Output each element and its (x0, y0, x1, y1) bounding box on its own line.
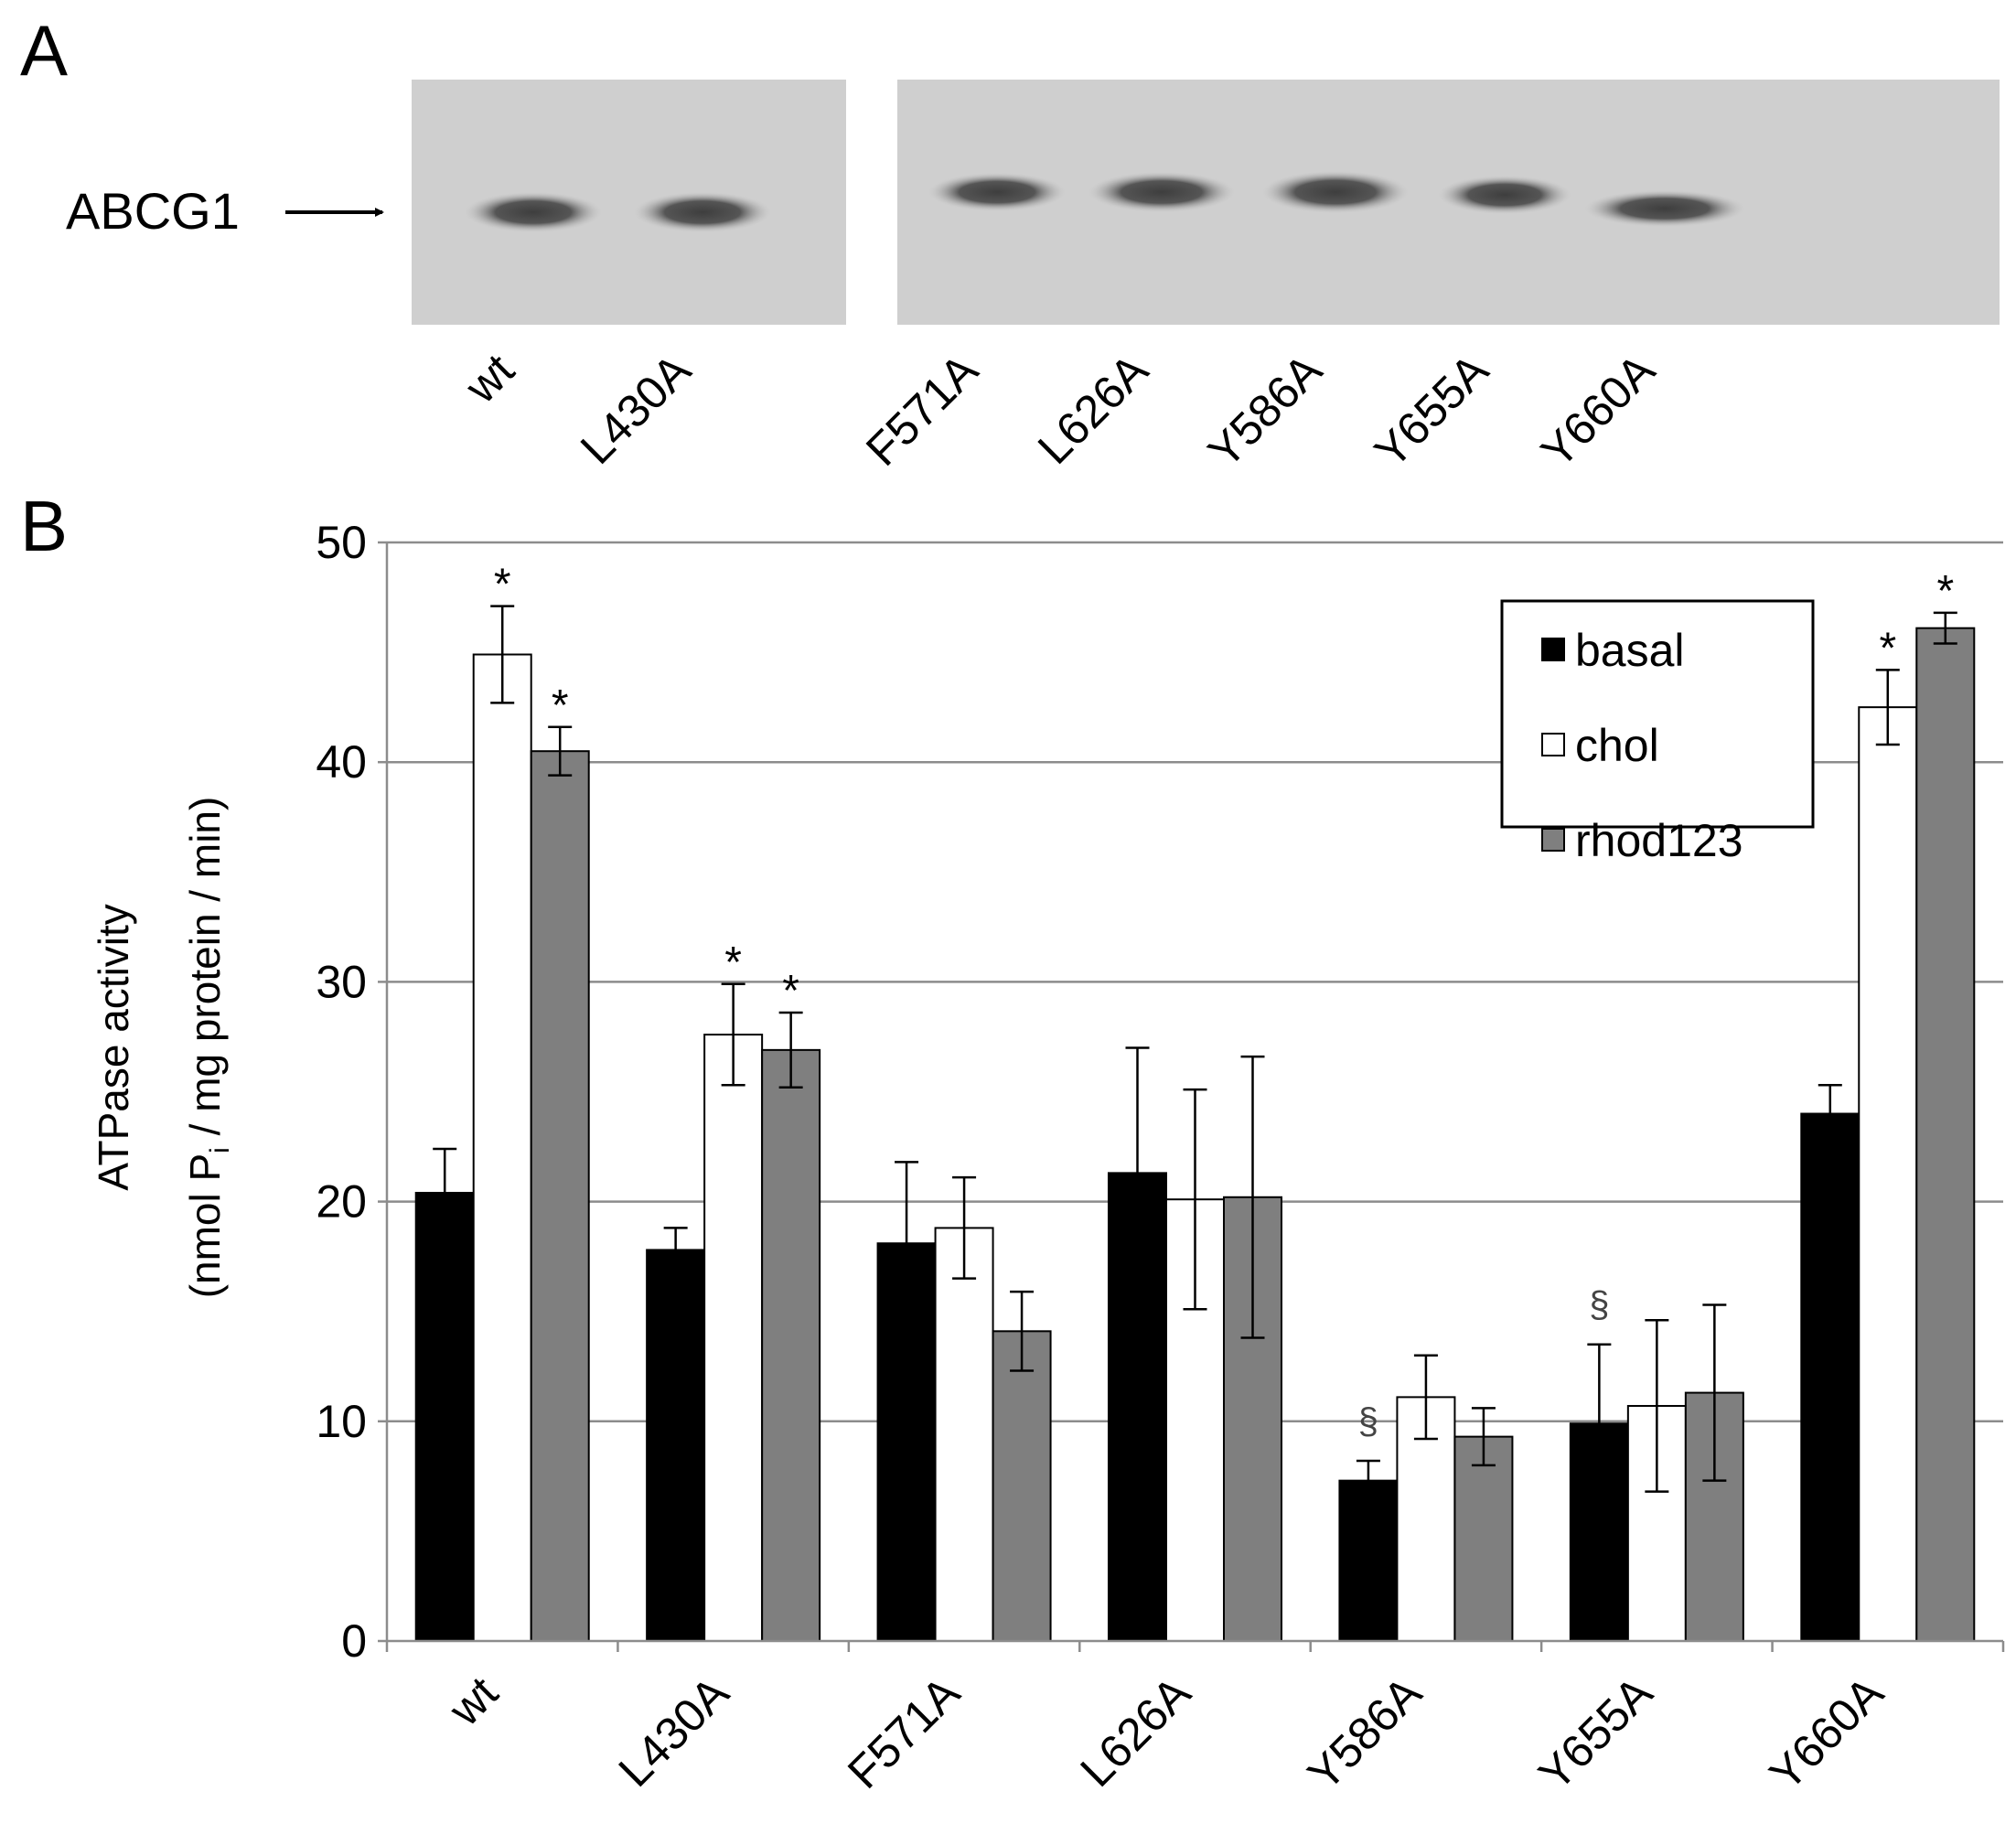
bar-rhod123-wt (530, 750, 590, 1642)
y-axis-title-line2: (nmol Pi / mg protein / min) (181, 797, 235, 1299)
x-tick-label: wt (438, 1667, 508, 1736)
blot-band-Y660A (1584, 190, 1745, 227)
significance-mark: * (1936, 567, 1954, 616)
x-tick-label: Y660A (1760, 1667, 1893, 1800)
significance-mark: * (724, 939, 742, 987)
blot-band-Y655A (1438, 176, 1571, 214)
y-axis-subtitle: (nmol Pi / mg protein / min) (181, 797, 235, 1299)
bar-basal-Y586A (1338, 1479, 1399, 1643)
lane-label: L626A (1028, 344, 1158, 474)
y-axis-title-line1: ATPase activity (90, 904, 137, 1191)
blot-bands (465, 171, 1745, 232)
significance-marks: * * * * § § * * (494, 561, 1954, 1442)
legend-label-basal: basal (1575, 625, 1685, 676)
panel-a-label: A (20, 10, 68, 91)
bar-rhod123-Y586A (1453, 1435, 1514, 1643)
blot-band-F571A (928, 173, 1066, 211)
lane-label: wt (455, 344, 524, 413)
legend-swatch-chol (1541, 733, 1565, 756)
y-tick-label: 20 (316, 1176, 367, 1228)
error-bars (433, 605, 1957, 1504)
bar-basal-Y660A (1800, 1112, 1861, 1642)
y-tick-labels: 0 10 20 30 40 50 (316, 517, 367, 1667)
legend: basal chol rhod123 (1500, 599, 1815, 866)
x-tick-label: F571A (838, 1667, 970, 1798)
legend-items: basal chol rhod123 (1541, 625, 1743, 866)
x-tick-label: L430A (609, 1667, 739, 1797)
x-tick-labels: wt L430A F571A L626A Y586A Y655A Y660A (438, 1667, 1893, 1800)
y-axis-unit-pre: (nmol P (181, 1153, 229, 1298)
significance-mark: * (494, 561, 511, 609)
x-tick-label: Y655A (1528, 1667, 1662, 1800)
lane-label: F571A (856, 344, 988, 476)
bar-chol-F571A (934, 1227, 994, 1642)
y-tick-label: 40 (316, 736, 367, 788)
bar-rhod123-L430A (761, 1048, 821, 1643)
axes (385, 542, 2005, 1652)
lane-label: L430A (571, 344, 701, 474)
blot-band-L626A (1088, 172, 1235, 212)
significance-mark: § (1358, 1401, 1378, 1442)
panel-b: B ATPase activity (nmol Pi / mg protein … (20, 486, 2005, 1800)
bars (414, 627, 1976, 1643)
bar-chol-Y660A (1858, 706, 1918, 1642)
y-axis-unit-sub: i (205, 1147, 235, 1153)
lane-label: Y586A (1198, 344, 1332, 477)
significance-mark: § (1589, 1285, 1609, 1325)
significance-mark: * (782, 967, 799, 1015)
abcg1-band-label: ABCG1 (66, 182, 240, 240)
panel-b-label: B (20, 486, 68, 566)
bar-basal-L430A (646, 1249, 706, 1642)
bar-chol-wt (472, 653, 532, 1643)
y-tick-label: 50 (316, 517, 367, 568)
y-tick-label: 30 (316, 956, 367, 1007)
legend-swatch-basal (1541, 638, 1565, 661)
lane-label: Y655A (1365, 344, 1498, 477)
bar-rhod123-Y660A (1915, 627, 1976, 1642)
significance-mark: * (552, 681, 569, 730)
legend-label-chol: chol (1575, 720, 1659, 771)
y-tick-label: 0 (341, 1615, 367, 1667)
bar-basal-wt (414, 1191, 475, 1642)
blot-band-Y586A (1262, 171, 1409, 213)
bar-chol-L430A (703, 1034, 764, 1642)
y-tick-label: 10 (316, 1396, 367, 1447)
lane-labels: wt L430A F571A L626A Y586A Y655A Y660A (455, 344, 1665, 477)
blot-band-L430A (634, 192, 771, 232)
x-tick-label: Y586A (1298, 1667, 1432, 1800)
panel-a: A ABCG1 wt L430A F571A L626A Y586A Y655A Y660A (20, 10, 2000, 477)
blot-band-wt (465, 192, 602, 232)
legend-swatch-rhod123 (1541, 828, 1565, 852)
significance-mark: * (1879, 624, 1896, 672)
y-axis-unit-post: / mg protein / min) (181, 797, 229, 1147)
x-tick-label: L626A (1070, 1667, 1200, 1797)
bar-rhod123-F571A (992, 1330, 1052, 1642)
lane-label: Y660A (1531, 344, 1665, 477)
y-axis-title: ATPase activity (90, 904, 137, 1191)
legend-label-rhod123: rhod123 (1575, 815, 1743, 866)
